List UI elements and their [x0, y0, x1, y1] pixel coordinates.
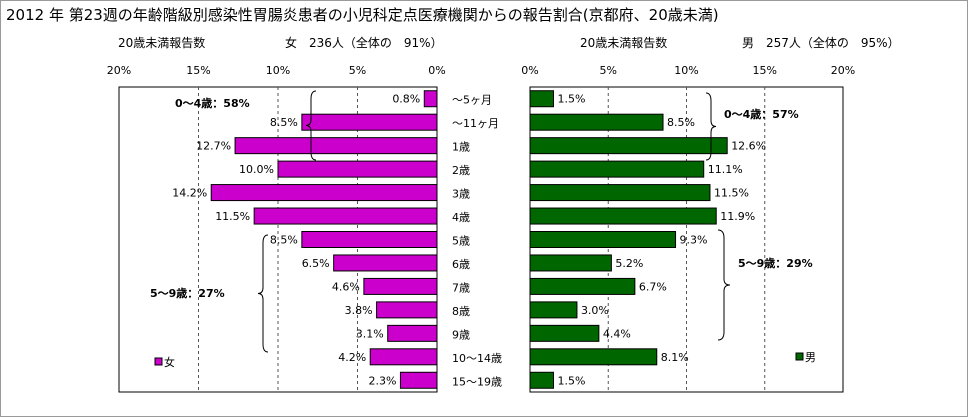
male-data-label: 5.2%: [615, 257, 643, 270]
left-annotation-0-4: 0〜4歳：58%: [175, 96, 250, 110]
right-x-tick-label: 10%: [674, 64, 698, 77]
male-data-label: 8.1%: [661, 351, 689, 364]
female-bar: [210, 184, 438, 202]
male-legend-label: 男: [805, 351, 816, 364]
male-bar: [529, 137, 728, 155]
right-x-tick-label: 15%: [753, 64, 777, 77]
female-data-label: 4.6%: [332, 280, 360, 293]
female-data-label: 0.8%: [392, 93, 420, 106]
female-data-label: 14.2%: [172, 187, 207, 200]
category-label: 4歳: [452, 211, 470, 224]
category-label: 〜11ヶ月: [452, 117, 499, 130]
male-bar: [529, 231, 677, 248]
female-data-label: 8.5%: [270, 116, 298, 129]
female-data-label: 4.2%: [338, 351, 366, 364]
female-data-label: 3.8%: [345, 304, 373, 317]
female-data-label: 10.0%: [239, 163, 274, 176]
right-header-summary: 男 257人（全体の 95%）: [742, 36, 900, 50]
female-bar: [363, 277, 438, 295]
category-label: 8歳: [452, 305, 470, 318]
category-label: 1歳: [452, 141, 470, 154]
male-legend-swatch: [795, 352, 804, 361]
right-header-label: 20歳未満報告数: [580, 36, 668, 50]
female-bar: [253, 207, 438, 225]
female-data-label: 3.1%: [356, 327, 384, 340]
male-bar: [529, 113, 664, 131]
male-data-label: 11.5%: [714, 187, 749, 200]
chart-title: 2012 年 第23週の年齢階級別感染性胃腸炎患者の小児科定点医療機関からの報告…: [6, 6, 719, 24]
male-bar: [529, 90, 554, 108]
category-label: 〜5ヶ月: [452, 94, 492, 107]
female-data-label: 12.7%: [196, 140, 231, 153]
category-label: 7歳: [452, 281, 470, 294]
female-bar: [423, 90, 438, 108]
male-data-label: 12.6%: [731, 140, 766, 153]
female-bar: [301, 231, 438, 248]
left-x-tick-label: 15%: [186, 64, 210, 77]
female-bar: [376, 301, 438, 319]
male-data-label: 1.5%: [557, 93, 585, 106]
female-data-label: 11.5%: [215, 210, 250, 223]
right-x-tick-label: 0%: [521, 64, 538, 77]
male-data-label: 11.9%: [720, 210, 755, 223]
male-bar: [529, 184, 711, 202]
female-bar: [399, 371, 438, 389]
right-x-tick-label: 20%: [831, 64, 855, 77]
category-label: 9歳: [452, 328, 470, 341]
female-bar: [387, 324, 438, 342]
female-bar: [277, 160, 438, 178]
male-data-label: 11.1%: [708, 163, 743, 176]
category-label: 10〜14歳: [452, 352, 502, 365]
left-header-summary: 女 236人（全体の 91%）: [285, 36, 443, 50]
female-data-label: 2.3%: [368, 374, 396, 387]
male-data-label: 3.0%: [581, 304, 609, 317]
category-label: 6歳: [452, 258, 470, 271]
category-label: 2歳: [452, 164, 470, 177]
female-legend-label: 女: [164, 355, 175, 369]
male-data-label: 4.4%: [603, 327, 631, 340]
male-bar: [529, 254, 612, 272]
male-data-label: 1.5%: [557, 374, 585, 387]
right-annotation-0-4: 0〜4歳：57%: [724, 107, 799, 121]
female-bar: [369, 348, 438, 366]
female-legend-swatch: [154, 357, 163, 366]
female-bar: [301, 113, 438, 131]
left-header-label: 20歳未満報告数: [118, 36, 206, 50]
female-data-label: 6.5%: [302, 257, 330, 270]
left-x-tick-label: 0%: [428, 64, 445, 77]
left-x-tick-label: 10%: [266, 64, 290, 77]
left-brace-5-9: [257, 234, 269, 353]
left-brace-0-4: [305, 90, 317, 161]
category-label: 5歳: [452, 235, 470, 248]
male-bar: [529, 324, 600, 342]
left-x-tick-label: 20%: [107, 64, 131, 77]
male-bar: [529, 348, 658, 366]
right-brace-5-9: [717, 229, 731, 341]
category-label: 3歳: [452, 188, 470, 201]
male-bar: [529, 277, 636, 295]
left-x-tick-label: 5%: [349, 64, 366, 77]
male-bar: [529, 371, 554, 389]
male-data-label: 8.5%: [667, 116, 695, 129]
left-annotation-5-9: 5〜9歳：27%: [150, 286, 225, 300]
male-bar: [529, 207, 717, 225]
male-data-label: 6.7%: [639, 280, 667, 293]
male-bar: [529, 301, 578, 319]
right-x-tick-label: 5%: [600, 64, 617, 77]
female-data-label: 8.5%: [270, 234, 298, 247]
male-data-label: 9.3%: [680, 234, 708, 247]
female-bar: [333, 254, 438, 272]
male-bar: [529, 160, 705, 178]
category-label: 15〜19歳: [452, 375, 502, 388]
female-bar: [234, 137, 438, 155]
right-annotation-5-9: 5〜9歳：29%: [738, 256, 813, 270]
right-brace-0-4: [705, 92, 717, 161]
